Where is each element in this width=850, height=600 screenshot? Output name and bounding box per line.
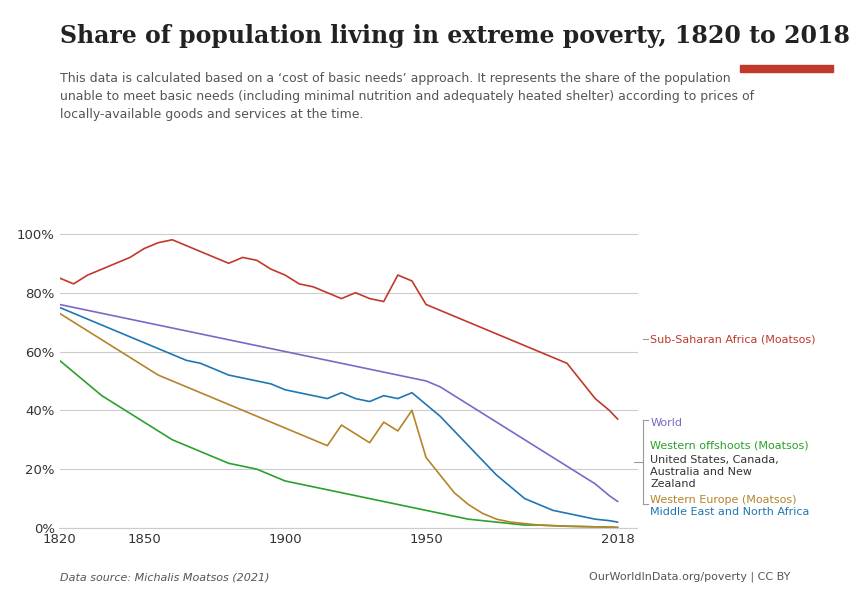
Text: Share of population living in extreme poverty, 1820 to 2018: Share of population living in extreme po… xyxy=(60,24,849,48)
Text: Our World: Our World xyxy=(756,30,816,40)
Text: OurWorldInData.org/poverty | CC BY: OurWorldInData.org/poverty | CC BY xyxy=(589,571,790,582)
Text: Zealand: Zealand xyxy=(650,479,696,489)
Text: in Data: in Data xyxy=(765,48,808,58)
Text: World: World xyxy=(650,418,683,428)
Text: Australia and New: Australia and New xyxy=(650,467,752,477)
Text: Western Europe (Moatsos): Western Europe (Moatsos) xyxy=(650,495,796,505)
Text: This data is calculated based on a ‘cost of basic needs’ approach. It represents: This data is calculated based on a ‘cost… xyxy=(60,72,754,121)
Bar xyxy=(740,65,833,72)
Text: Middle East and North Africa: Middle East and North Africa xyxy=(650,507,809,517)
Text: Sub-Saharan Africa (Moatsos): Sub-Saharan Africa (Moatsos) xyxy=(650,334,816,344)
Text: Data source: Michalis Moatsos (2021): Data source: Michalis Moatsos (2021) xyxy=(60,572,269,582)
Text: Western offshoots (Moatsos): Western offshoots (Moatsos) xyxy=(650,441,809,451)
Text: United States, Canada,: United States, Canada, xyxy=(650,455,779,465)
